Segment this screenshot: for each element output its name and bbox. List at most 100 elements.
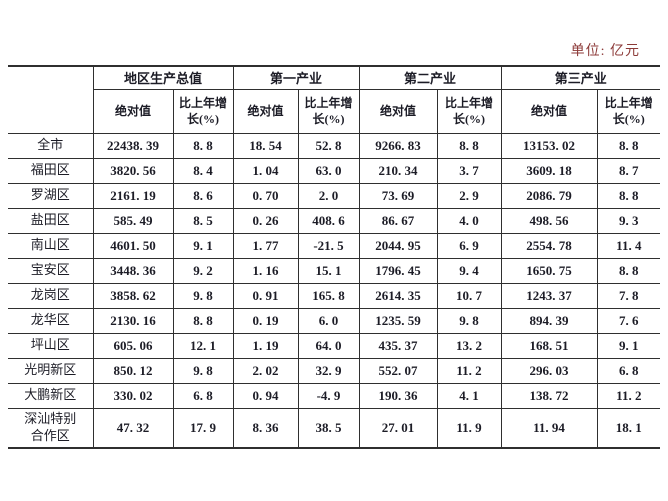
district-name-cell: 龙华区	[8, 307, 94, 334]
value-cell: 0. 19	[232, 307, 299, 334]
value-cell: 2. 9	[436, 182, 502, 209]
value-cell: 11. 9	[436, 407, 502, 449]
value-cell: 210. 34	[358, 157, 438, 184]
table-header: 地区生产总值 第一产业 第二产业 第三产业 绝对值 比上年增 长(%) 绝对值 …	[8, 65, 661, 134]
value-cell: 165. 8	[297, 282, 360, 309]
value-cell: 3609. 18	[500, 157, 598, 184]
subheader-absolute-value: 绝对值	[232, 88, 299, 134]
value-cell: 1235. 59	[358, 307, 438, 334]
value-cell: 138. 72	[500, 382, 598, 409]
value-cell: 2. 02	[232, 357, 299, 384]
subheader-absolute-value: 绝对值	[93, 88, 174, 134]
value-cell: 0. 91	[232, 282, 299, 309]
value-cell: 2. 0	[297, 182, 360, 209]
subheader-growth: 比上年增 长(%)	[596, 88, 661, 134]
value-cell: 7. 8	[596, 282, 661, 309]
value-cell: 8. 8	[596, 132, 661, 159]
value-cell: 435. 37	[358, 332, 438, 359]
subheader-growth: 比上年增 长(%)	[172, 88, 234, 134]
value-cell: 32. 9	[297, 357, 360, 384]
value-cell: 8. 6	[172, 182, 234, 209]
value-cell: 6. 8	[596, 357, 661, 384]
table-row: 宝安区 3448. 36 9. 2 1. 16 15. 1 1796. 45 9. 4 165…	[8, 257, 661, 284]
value-cell: 12. 1	[172, 332, 234, 359]
district-name-cell: 龙岗区	[8, 282, 94, 309]
value-cell: 47. 32	[92, 407, 174, 449]
value-cell: 850. 12	[92, 357, 174, 384]
table-row: 南山区 4601. 50 9. 1 1. 77 -21. 5 2044. 95 6. 9 25…	[8, 232, 661, 259]
value-cell: 0. 94	[232, 382, 299, 409]
table-row: 龙华区 2130. 16 8. 8 0. 19 6. 0 1235. 59 9. 8 894.…	[8, 307, 661, 334]
value-cell: 22438. 39	[92, 132, 174, 159]
table-row: 全市 22438. 39 8. 8 18. 54 52. 8 9266. 83 8. 8 13…	[8, 132, 661, 159]
district-name-cell: 南山区	[8, 232, 94, 259]
value-cell: 3448. 36	[92, 257, 174, 284]
value-cell: 8. 4	[172, 157, 234, 184]
value-cell: 17. 9	[172, 407, 234, 449]
value-cell: 8. 5	[172, 207, 234, 234]
value-cell: -21. 5	[297, 232, 360, 259]
value-cell: 3820. 56	[92, 157, 174, 184]
value-cell: 1. 04	[232, 157, 299, 184]
group-header-gdp: 地区生产总值	[92, 65, 234, 90]
value-cell: 190. 36	[358, 382, 438, 409]
value-cell: 18. 54	[232, 132, 299, 159]
district-name-cell: 坪山区	[8, 332, 94, 359]
value-cell: 9. 2	[172, 257, 234, 284]
value-cell: 8. 8	[172, 307, 234, 334]
value-cell: 38. 5	[297, 407, 360, 449]
value-cell: 6. 8	[172, 382, 234, 409]
value-cell: 73. 69	[358, 182, 438, 209]
value-cell: 498. 56	[500, 207, 598, 234]
value-cell: 1650. 75	[500, 257, 598, 284]
table-row: 光明新区 850. 12 9. 8 2. 02 32. 9 552. 07 11. 2 296…	[8, 357, 661, 384]
value-cell: 11. 4	[596, 232, 661, 259]
district-name-cell: 盐田区	[8, 207, 94, 234]
subheader-absolute-value: 绝对值	[358, 88, 438, 134]
gdp-by-district-table: 地区生产总值 第一产业 第二产业 第三产业 绝对值 比上年增 长(%) 绝对值 …	[8, 65, 661, 449]
value-cell: 1. 16	[232, 257, 299, 284]
value-cell: 86. 67	[358, 207, 438, 234]
value-cell: 2614. 35	[358, 282, 438, 309]
value-cell: 6. 9	[436, 232, 502, 259]
corner-cell	[8, 66, 94, 134]
group-header-tertiary-industry: 第三产业	[500, 65, 661, 90]
group-header-primary-industry: 第一产业	[232, 65, 360, 90]
value-cell: 9. 1	[596, 332, 661, 359]
value-cell: 9. 3	[596, 207, 661, 234]
value-cell: 0. 70	[232, 182, 299, 209]
value-cell: 9. 8	[436, 307, 502, 334]
value-cell: 52. 8	[297, 132, 360, 159]
value-cell: 168. 51	[500, 332, 598, 359]
table-row: 罗湖区 2161. 19 8. 6 0. 70 2. 0 73. 69 2. 9 2086. …	[8, 182, 661, 209]
value-cell: 2044. 95	[358, 232, 438, 259]
value-cell: 15. 1	[297, 257, 360, 284]
value-cell: 9. 8	[172, 357, 234, 384]
district-name-cell: 大鹏新区	[8, 382, 94, 409]
value-cell: 63. 0	[297, 157, 360, 184]
district-name-cell: 全市	[8, 132, 94, 159]
value-cell: 10. 7	[436, 282, 502, 309]
district-name-cell: 罗湖区	[8, 182, 94, 209]
district-name-cell: 福田区	[8, 157, 94, 184]
value-cell: 552. 07	[358, 357, 438, 384]
value-cell: 2130. 16	[92, 307, 174, 334]
value-cell: 8. 8	[172, 132, 234, 159]
value-cell: 11. 2	[436, 357, 502, 384]
value-cell: 13153. 02	[500, 132, 598, 159]
value-cell: 27. 01	[358, 407, 438, 449]
value-cell: 1243. 37	[500, 282, 598, 309]
table-row: 大鹏新区 330. 02 6. 8 0. 94 -4. 9 190. 36 4. 1 138.…	[8, 382, 661, 409]
value-cell: 8. 8	[596, 257, 661, 284]
value-cell: 4. 1	[436, 382, 502, 409]
value-cell: 8. 8	[596, 182, 661, 209]
subheader-absolute-value: 绝对值	[500, 88, 598, 134]
value-cell: 11. 94	[500, 407, 598, 449]
table-row: 坪山区 605. 06 12. 1 1. 19 64. 0 435. 37 13. 2 168…	[8, 332, 661, 359]
value-cell: 11. 2	[596, 382, 661, 409]
subheader-growth: 比上年增 长(%)	[436, 88, 502, 134]
table-body: 全市 22438. 39 8. 8 18. 54 52. 8 9266. 83 8. 8 13…	[8, 132, 661, 449]
value-cell: 330. 02	[92, 382, 174, 409]
value-cell: 8. 8	[436, 132, 502, 159]
